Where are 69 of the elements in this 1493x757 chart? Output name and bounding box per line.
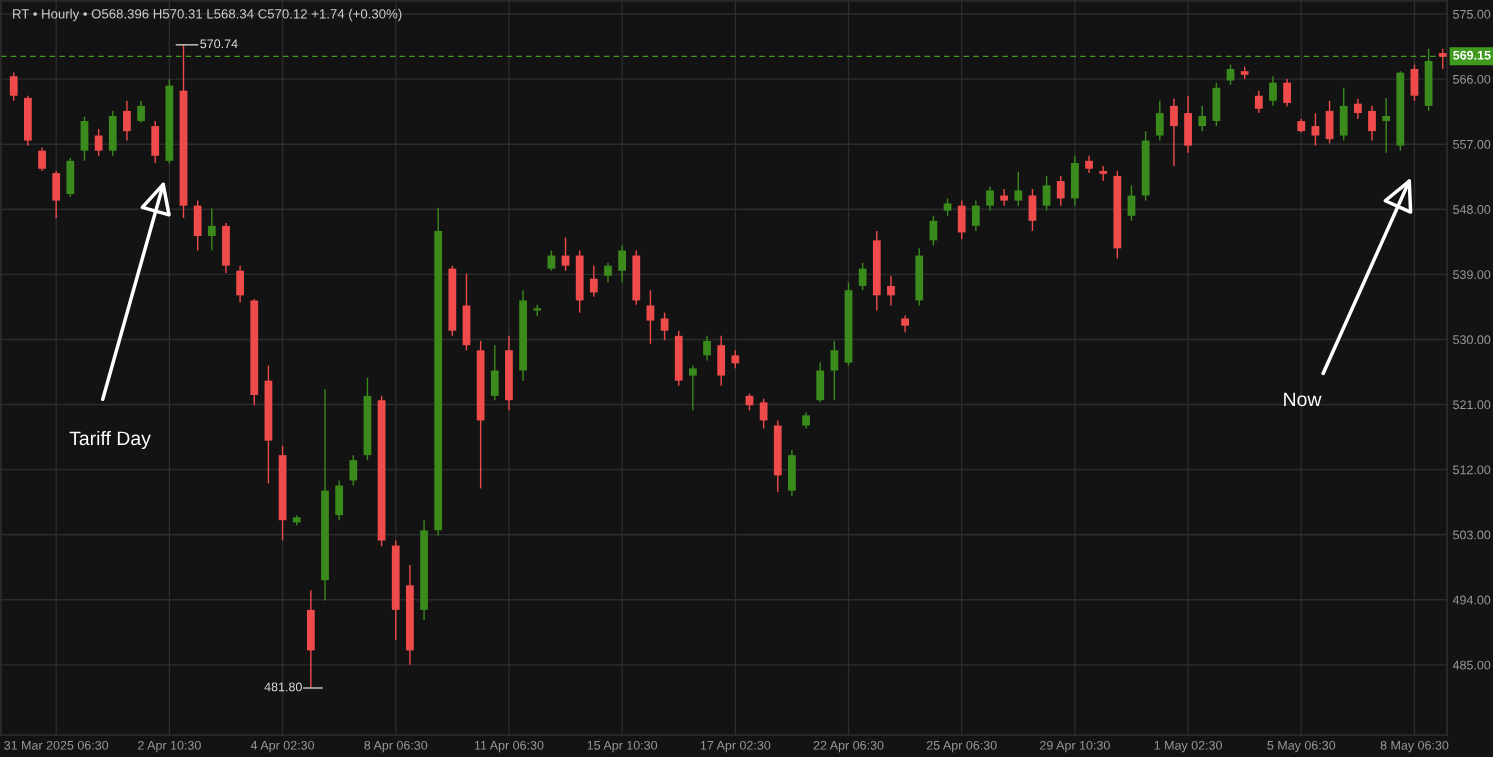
candlestick bbox=[887, 275, 895, 307]
x-tick-label: 31 Mar 2025 06:30 bbox=[4, 740, 109, 750]
y-tick-label: 521.00 bbox=[1453, 400, 1491, 410]
candlestick bbox=[618, 244, 627, 284]
x-tick-label: 17 Apr 02:30 bbox=[700, 740, 771, 753]
y-tick-label: 557.00 bbox=[1453, 139, 1491, 149]
candlestick bbox=[589, 264, 598, 298]
candlestick bbox=[986, 186, 994, 212]
annotation: 570.74 bbox=[200, 39, 238, 49]
ref-line-label: 569.15 bbox=[1453, 50, 1491, 60]
y-tick-label: 530.00 bbox=[1453, 335, 1491, 345]
candlestick bbox=[759, 398, 768, 430]
candlestick bbox=[660, 311, 669, 341]
x-tick-label: 25 Apr 06:30 bbox=[926, 740, 997, 753]
candlestick bbox=[1368, 105, 1376, 142]
candlestick bbox=[1226, 63, 1235, 86]
candlestick bbox=[137, 100, 145, 124]
y-tick-label: 548.00 bbox=[1453, 205, 1491, 214]
y-tick-label: 485.00 bbox=[1452, 660, 1491, 670]
candlestick bbox=[1353, 97, 1362, 120]
x-tick-label: 8 Apr 06:30 bbox=[364, 740, 428, 753]
candlestick bbox=[9, 71, 18, 102]
x-tick-label: 5 May 06:30 bbox=[1267, 740, 1336, 753]
y-tick-label: 503.00 bbox=[1453, 530, 1491, 540]
candlestick bbox=[349, 454, 358, 487]
candlestick bbox=[1056, 175, 1065, 207]
candlestick bbox=[207, 207, 216, 252]
x-tick-label: 8 May 06:30 bbox=[1380, 740, 1449, 753]
candlestick bbox=[858, 262, 867, 291]
candlestick bbox=[1155, 100, 1164, 142]
candlestick bbox=[688, 364, 697, 411]
candlestick bbox=[971, 199, 980, 232]
annotation: 481.80 bbox=[264, 682, 302, 692]
y-tick-label: 566.00 bbox=[1453, 74, 1491, 84]
candlestick bbox=[123, 100, 131, 142]
candlestick bbox=[1198, 105, 1207, 132]
candlestick bbox=[38, 147, 46, 172]
candlestick bbox=[830, 340, 839, 401]
candlestick bbox=[547, 249, 556, 272]
x-tick-label: 2 Apr 10:30 bbox=[138, 740, 201, 753]
candlestick bbox=[1269, 75, 1277, 107]
candlestick bbox=[1042, 175, 1051, 212]
x-tick-label: 4 Apr 02:30 bbox=[250, 740, 315, 753]
candlestick bbox=[94, 128, 103, 157]
candlestick bbox=[703, 335, 711, 362]
x-tick-label: 22 Apr 06:30 bbox=[813, 740, 884, 753]
annotation: Tariff Day bbox=[69, 430, 151, 450]
candlestick bbox=[1170, 97, 1178, 167]
y-tick-label: 539.00 bbox=[1453, 270, 1491, 279]
y-tick-label: 494.00 bbox=[1452, 595, 1491, 605]
candlestick bbox=[1283, 78, 1292, 108]
candlestick bbox=[1254, 89, 1263, 114]
candlestick bbox=[646, 289, 655, 345]
annotation: Now bbox=[1284, 392, 1322, 407]
x-tick-label: 15 Apr 10:30 bbox=[587, 740, 658, 753]
x-tick-label: 29 Apr 10:30 bbox=[1040, 740, 1110, 753]
candlestick bbox=[1000, 188, 1009, 207]
candlestick bbox=[1311, 112, 1320, 147]
candlestick bbox=[1438, 48, 1447, 70]
x-tick-label: 11 Apr 06:30 bbox=[474, 740, 544, 753]
candlestick bbox=[1382, 97, 1391, 154]
candlestick bbox=[731, 349, 740, 370]
candlestick bbox=[1099, 165, 1108, 182]
text: RT • Hourly • O568.396 H570.31 L568.34 C570.12 +1.74 (+0.30%) bbox=[13, 8, 402, 22]
y-tick-label: 575.00 bbox=[1453, 9, 1491, 19]
candlestick bbox=[604, 262, 612, 284]
x-tick-label: 1 May 02:30 bbox=[1154, 740, 1222, 753]
candlestick bbox=[1014, 170, 1023, 207]
y-tick-label: 512.00 bbox=[1453, 465, 1491, 475]
